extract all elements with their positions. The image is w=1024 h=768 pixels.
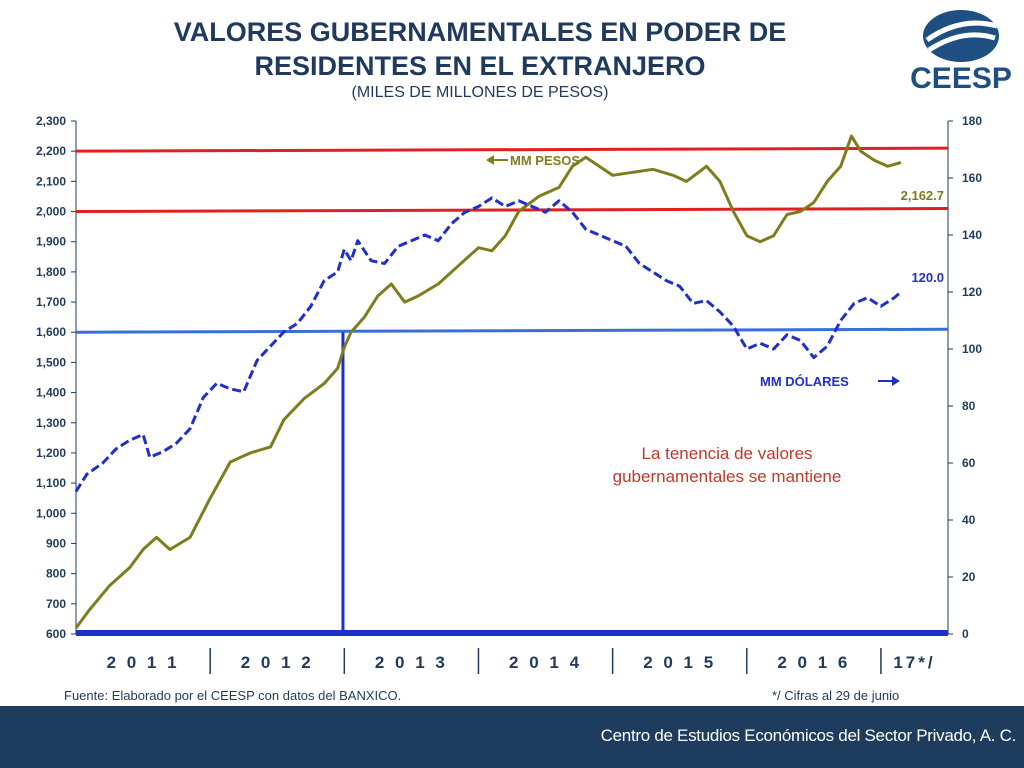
chart-subtitle: (MILES DE MILLONES DE PESOS) bbox=[351, 84, 609, 101]
right-tick-label: 80 bbox=[962, 399, 976, 413]
ceesp-logo: CEESP bbox=[910, 10, 1012, 95]
series-line-mm-dolares bbox=[74, 196, 902, 493]
x-year-label: 2 0 1 6 bbox=[777, 653, 850, 672]
left-tick-label: 1,000 bbox=[36, 506, 66, 520]
left-tick-label: 1,400 bbox=[36, 386, 66, 400]
left-tick-label: 2,000 bbox=[36, 205, 66, 219]
pesos-arrowhead-icon bbox=[486, 155, 494, 165]
x-year-label: 2 0 1 4 bbox=[509, 653, 582, 672]
series-line-mm-pesos bbox=[74, 134, 902, 629]
left-tick-label: 700 bbox=[46, 597, 66, 611]
end-label-mm-dolares: 120.0 bbox=[911, 270, 944, 285]
footer-bar: Centro de Estudios Económicos del Sector… bbox=[0, 706, 1024, 768]
right-tick-label: 40 bbox=[962, 513, 976, 527]
left-tick-label: 800 bbox=[46, 567, 66, 581]
x-axis-baseline bbox=[76, 630, 948, 636]
labels-layer: MM PESOS MM DÓLARES 2,162.7 120.0 La tenenci… bbox=[486, 153, 944, 486]
annotation-note-line2: gubernamentales se mantiene bbox=[613, 467, 842, 486]
reference-line bbox=[75, 146, 949, 153]
left-y-axis: 600 700 800 900 1,000 1,100 1,200 1,300 1,400 1,5… bbox=[36, 114, 77, 641]
reference-line bbox=[75, 327, 949, 334]
left-tick-label: 1,600 bbox=[36, 325, 66, 339]
x-year-label: 2 0 1 1 bbox=[107, 653, 180, 672]
right-tick-label: 120 bbox=[962, 285, 982, 299]
left-tick-label: 1,500 bbox=[36, 355, 66, 369]
right-tick-label: 160 bbox=[962, 171, 982, 185]
right-y-axis: 0 20 40 60 80 100 120 140 160 180 bbox=[947, 114, 982, 641]
left-tick-label: 1,700 bbox=[36, 295, 66, 309]
right-tick-label: 60 bbox=[962, 456, 976, 470]
ceesp-logo-text: CEESP bbox=[910, 62, 1012, 95]
series-label-mm-pesos: MM PESOS bbox=[510, 153, 580, 168]
left-tick-label: 1,300 bbox=[36, 416, 66, 430]
left-tick-label: 600 bbox=[46, 627, 66, 641]
end-label-mm-pesos: 2,162.7 bbox=[901, 188, 944, 203]
left-tick-label: 1,200 bbox=[36, 446, 66, 460]
ceesp-logo-icon bbox=[923, 10, 999, 62]
right-tick-label: 100 bbox=[962, 342, 982, 356]
series-label-mm-dolares: MM DÓLARES bbox=[760, 374, 849, 389]
annotation-note-line1: La tenencia de valores bbox=[641, 444, 812, 463]
left-tick-label: 2,200 bbox=[36, 144, 66, 158]
chart-title-line2: RESIDENTES EN EL EXTRANJERO bbox=[254, 51, 706, 81]
right-tick-label: 20 bbox=[962, 570, 976, 584]
left-tick-label: 1,100 bbox=[36, 476, 66, 490]
series-layer bbox=[74, 134, 902, 629]
chart-title-line1: VALORES GUBERNAMENTALES EN PODER DE bbox=[173, 17, 787, 47]
right-tick-label: 140 bbox=[962, 228, 982, 242]
footnote: */ Cifras al 29 de junio bbox=[772, 688, 900, 703]
x-year-label: 2 0 1 5 bbox=[643, 653, 716, 672]
x-axis: 2 0 1 1 2 0 1 2 2 0 1 3 2 0 1 4 2 0 1 5 2 0 1… bbox=[76, 630, 948, 674]
x-year-label: 2 0 1 3 bbox=[375, 653, 448, 672]
left-tick-label: 2,100 bbox=[36, 174, 66, 188]
left-tick-label: 900 bbox=[46, 536, 66, 550]
reference-line bbox=[75, 207, 949, 214]
x-year-label: 17*/ bbox=[893, 653, 935, 672]
left-tick-label: 2,300 bbox=[36, 114, 66, 128]
chart-canvas: 6007008009001,0001,1001,2001,3001,4001,5… bbox=[36, 114, 982, 674]
left-tick-label: 1,800 bbox=[36, 265, 66, 279]
right-tick-label: 0 bbox=[962, 627, 969, 641]
dolares-arrowhead-icon bbox=[892, 376, 900, 386]
left-tick-label: 1,900 bbox=[36, 235, 66, 249]
footer-text: Centro de Estudios Económicos del Sector… bbox=[600, 726, 1017, 745]
x-year-label: 2 0 1 2 bbox=[241, 653, 314, 672]
source-note: Fuente: Elaborado por el CEESP con datos… bbox=[64, 688, 402, 703]
right-tick-label: 180 bbox=[962, 114, 982, 128]
